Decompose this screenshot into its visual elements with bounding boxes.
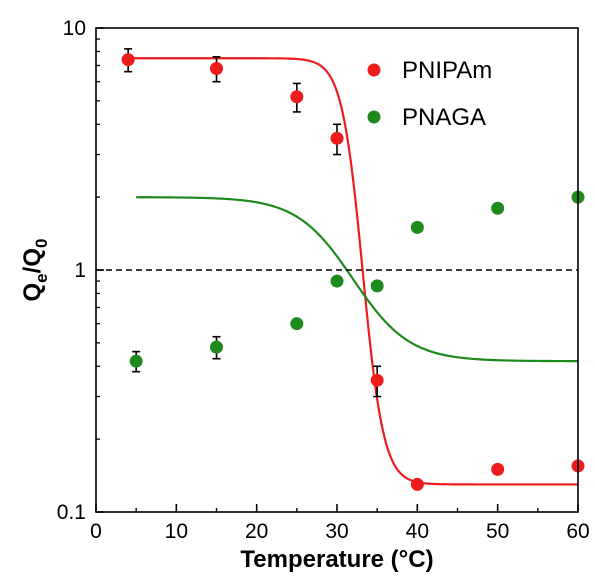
legend-label-pnipam: PNIPAm [402, 57, 492, 84]
y-tick-label: 1 [74, 259, 86, 282]
x-axis-title: Temperature (°C) [240, 546, 433, 573]
point-pnaga [210, 340, 223, 354]
legend-label-pnaga: PNAGA [402, 104, 486, 131]
point-pnaga [330, 274, 344, 288]
legend-marker-pnipam [367, 63, 381, 77]
point-pnaga [129, 354, 143, 368]
point-pnipam [330, 131, 344, 145]
fit-curves [128, 57, 578, 486]
point-pnaga [370, 279, 384, 293]
legend-marker-pnaga [367, 110, 381, 124]
point-pnaga [491, 201, 505, 215]
x-axis-ticks: 0 10 20 30 40 50 60 [90, 504, 590, 543]
point-pnipam [410, 477, 424, 491]
x-tick-label: 10 [165, 520, 188, 543]
data-points [121, 53, 585, 491]
y-title-sub-0: 0 [32, 239, 51, 248]
x-tick-label: 50 [486, 520, 509, 543]
x-tick-label: 60 [566, 520, 589, 543]
point-pnipam [121, 53, 135, 67]
x-tick-label: 30 [325, 520, 348, 543]
x-tick-label: 40 [406, 520, 429, 543]
legend: PNIPAm PNAGA [367, 57, 492, 131]
y-title-slash-q: /Q [19, 248, 46, 273]
fit-curve-pnipam [128, 57, 578, 486]
point-pnipam [210, 62, 223, 76]
point-pnipam [491, 462, 505, 476]
fit-curve-pnaga [136, 196, 578, 363]
y-tick-label: 0.1 [57, 501, 86, 524]
y-axis-ticks: 0.1 1 10 [57, 17, 104, 524]
error-bars [124, 48, 382, 398]
y-tick-label: 10 [63, 17, 86, 40]
y-title-q: Q [19, 283, 46, 302]
y-title-sub-e: e [32, 273, 51, 282]
point-pnipam [290, 90, 304, 104]
point-pnaga [290, 317, 304, 331]
x-tick-label: 20 [245, 520, 268, 543]
y-axis-title: Qe/Q0 [19, 239, 51, 302]
point-pnipam [370, 373, 384, 387]
x-tick-label: 0 [90, 520, 102, 543]
point-pnaga [410, 220, 424, 234]
